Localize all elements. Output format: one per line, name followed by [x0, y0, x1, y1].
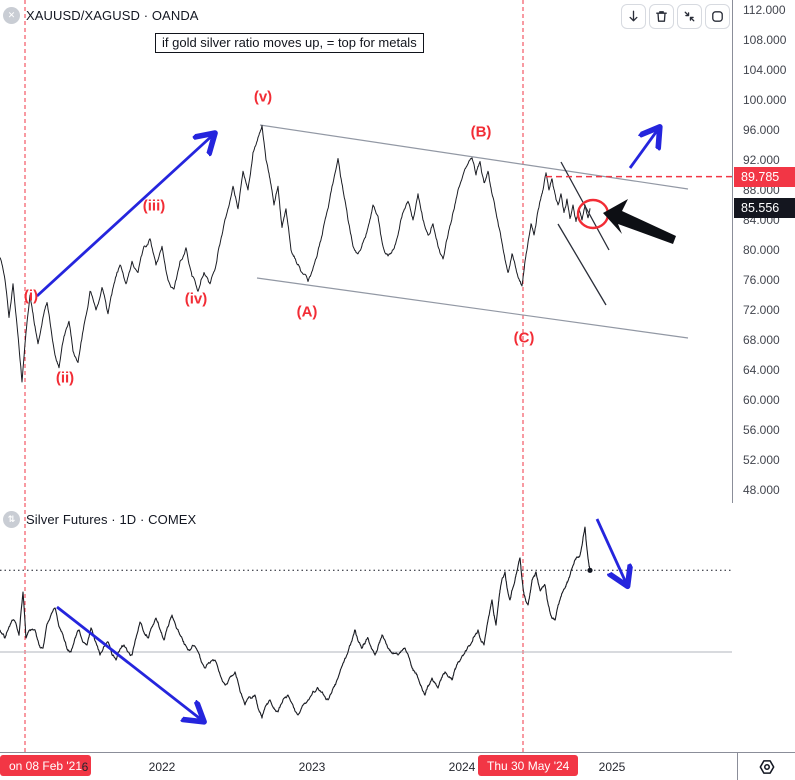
top-pane-canvas[interactable]	[0, 0, 732, 503]
elliott-wave-label[interactable]: (B)	[470, 123, 492, 141]
pane-silver-futures: ⇅ Silver Futures · 1D · COMEX D +29.18% …	[0, 503, 795, 752]
symbol-title[interactable]: Silver Futures · 1D · COMEX	[26, 512, 197, 527]
time-axis[interactable]: on 08 Feb '21 Thu 30 May '24 6 2022 2023 20…	[0, 752, 795, 780]
collapse-icon	[684, 11, 695, 22]
last-price-badge: 85.556	[734, 198, 795, 219]
time-tick-label: 2024	[448, 760, 476, 774]
price-tick-label: 104.000	[743, 63, 787, 77]
elliott-wave-label[interactable]: (i)	[23, 287, 39, 305]
time-tick-label: 2022	[148, 760, 176, 774]
bottom-pane-canvas[interactable]	[0, 503, 732, 752]
price-line-badge: 89.785	[734, 166, 795, 187]
price-scale-top[interactable]: 89.785 85.556 112.000 108.000 104.000 100.0…	[732, 0, 795, 503]
text-annotation[interactable]: if gold silver ratio moves up, = top for…	[155, 33, 424, 53]
pane-gold-silver-ratio: ✕ XAUUSD/XAGUSD · OANDA if gold silver r…	[0, 0, 795, 504]
ratio-price-line	[0, 125, 591, 383]
date-badge-right: Thu 30 May '24	[478, 755, 579, 776]
price-tick-label: 56.000	[743, 423, 780, 437]
price-tick-label: 52.000	[743, 453, 780, 467]
price-tick-label: 96.000	[743, 123, 780, 137]
move-pane-down-button[interactable]	[621, 4, 646, 29]
price-tick-label: 76.000	[743, 273, 780, 287]
time-tick-label: 2025	[598, 760, 626, 774]
black-pointer-arrow[interactable]	[603, 199, 676, 244]
price-tick-label: 72.000	[743, 303, 780, 317]
arrow-down-icon	[629, 10, 638, 22]
axis-divider	[737, 753, 738, 780]
price-tick-label: 100.000	[743, 93, 787, 107]
top-pane-header: ✕ XAUUSD/XAGUSD · OANDA	[3, 7, 199, 24]
price-tick-label: 92.000	[743, 153, 780, 167]
price-tick-label: 68.000	[743, 333, 780, 347]
elliott-wave-label[interactable]: (iv)	[184, 290, 208, 308]
price-tick-label: 48.000	[743, 483, 780, 497]
delete-pane-button[interactable]	[649, 4, 674, 29]
pane-toolbar	[621, 4, 730, 29]
maximize-pane-button[interactable]	[705, 4, 730, 29]
channel-trendline[interactable]	[256, 277, 689, 339]
price-tick-label: 112.000	[743, 3, 786, 17]
short-trendline[interactable]	[557, 223, 607, 306]
symbol-title[interactable]: XAUUSD/XAGUSD · OANDA	[26, 8, 199, 23]
elliott-wave-label[interactable]: (v)	[253, 88, 273, 106]
silver-futures-logo-icon: ⇅	[3, 511, 20, 528]
series-end-dot	[587, 567, 593, 573]
price-tick-label: 60.000	[743, 393, 780, 407]
silver-percent-line	[0, 526, 591, 719]
price-tick-label: 80.000	[743, 243, 780, 257]
channel-trendline[interactable]	[259, 124, 689, 190]
elliott-wave-label[interactable]: (iii)	[142, 197, 166, 215]
price-tick-label: 64.000	[743, 363, 780, 377]
trash-icon	[656, 11, 667, 22]
time-tick-label: 6	[81, 760, 89, 774]
bottom-pane-header: ⇅ Silver Futures · 1D · COMEX	[3, 511, 196, 528]
elliott-wave-label[interactable]: (ii)	[55, 369, 75, 387]
timezone-settings-icon[interactable]	[757, 757, 777, 777]
date-badge-left: on 08 Feb '21	[0, 755, 92, 776]
time-tick-label: 2023	[298, 760, 326, 774]
collapse-pane-button[interactable]	[677, 4, 702, 29]
elliott-wave-label[interactable]: (C)	[513, 329, 535, 347]
symbol-logo-icon: ✕	[3, 7, 20, 24]
highlight-circle[interactable]	[576, 198, 610, 230]
maximize-icon	[712, 11, 723, 22]
elliott-wave-label[interactable]: (A)	[296, 303, 318, 321]
price-tick-label: 108.000	[743, 33, 787, 47]
